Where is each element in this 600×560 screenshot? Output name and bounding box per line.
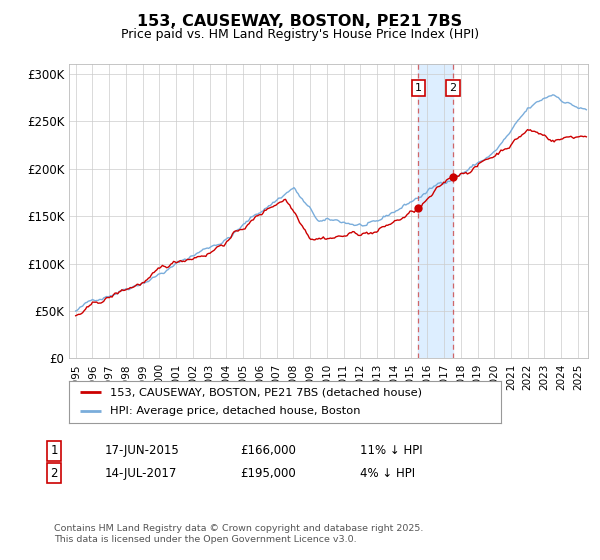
Bar — [418, 64, 453, 358]
Text: 2: 2 — [50, 466, 58, 480]
Text: £166,000: £166,000 — [240, 444, 296, 458]
Text: 14-JUL-2017: 14-JUL-2017 — [105, 466, 178, 480]
Text: 1: 1 — [415, 83, 422, 93]
Text: Contains HM Land Registry data © Crown copyright and database right 2025.
This d: Contains HM Land Registry data © Crown c… — [54, 524, 424, 544]
Text: 1: 1 — [50, 444, 58, 458]
Text: £195,000: £195,000 — [240, 466, 296, 480]
Text: Price paid vs. HM Land Registry's House Price Index (HPI): Price paid vs. HM Land Registry's House … — [121, 27, 479, 41]
Text: 11% ↓ HPI: 11% ↓ HPI — [360, 444, 422, 458]
Text: 4% ↓ HPI: 4% ↓ HPI — [360, 466, 415, 480]
Text: 153, CAUSEWAY, BOSTON, PE21 7BS (detached house): 153, CAUSEWAY, BOSTON, PE21 7BS (detache… — [110, 387, 422, 397]
Text: 17-JUN-2015: 17-JUN-2015 — [105, 444, 180, 458]
Text: 2: 2 — [449, 83, 457, 93]
Text: HPI: Average price, detached house, Boston: HPI: Average price, detached house, Bost… — [110, 407, 361, 417]
Text: 153, CAUSEWAY, BOSTON, PE21 7BS: 153, CAUSEWAY, BOSTON, PE21 7BS — [137, 14, 463, 29]
